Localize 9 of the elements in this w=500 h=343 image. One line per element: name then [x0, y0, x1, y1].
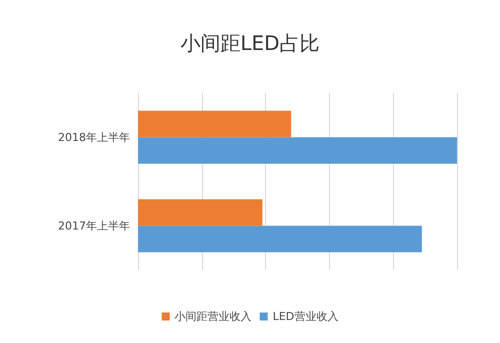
bar [138, 199, 262, 226]
bar [138, 226, 422, 252]
bar [138, 110, 292, 138]
legend-label: 小间距营业收入 [174, 310, 252, 323]
y-tick-label: 2018年上半年 [58, 130, 130, 144]
chart-title: 小间距LED占比 [180, 31, 320, 55]
y-tick-label: 2017年上半年 [58, 219, 130, 232]
bar [138, 137, 457, 164]
legend-label: LED营业收入 [272, 310, 338, 323]
